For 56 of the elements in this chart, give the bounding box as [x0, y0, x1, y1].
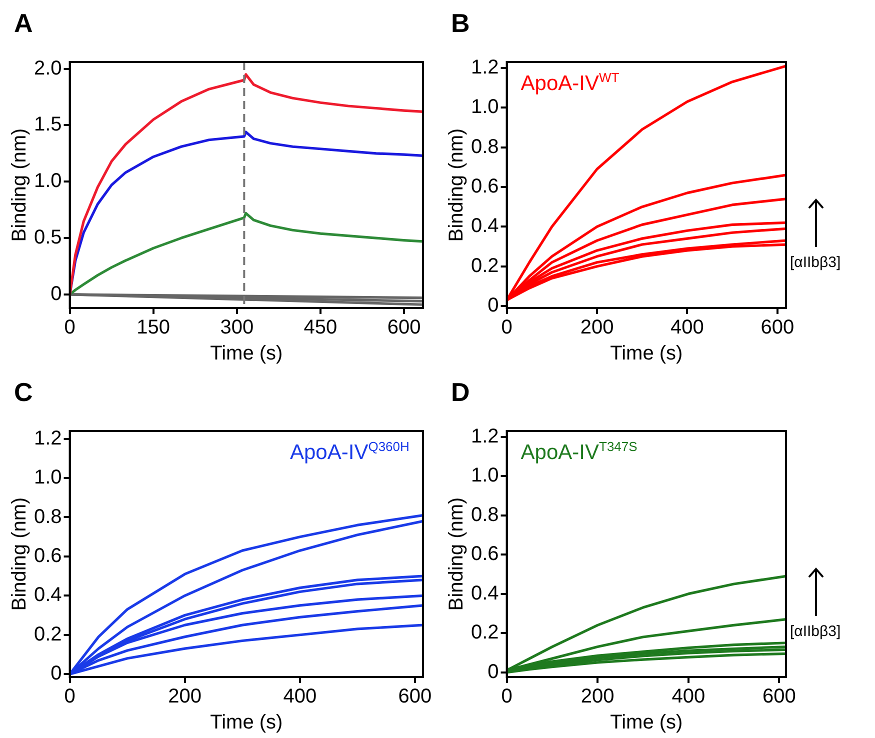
y-tick-label: 1.5 — [34, 114, 62, 136]
y-tick-label: 1.2 — [34, 427, 62, 450]
y-tick-label: 0.5 — [34, 226, 62, 249]
x-axis-title: Time (s) — [610, 712, 683, 734]
y-axis-title: Binding (nm) — [8, 497, 31, 611]
chart-title: C — [14, 377, 33, 408]
annotation: ApoA-IV$^{Q360H}$ — [290, 439, 410, 465]
y-tick-label: 0.2 — [34, 623, 62, 646]
y-tick-label: 0.8 — [470, 504, 499, 526]
x-tick-label: 150 — [136, 316, 170, 339]
chart-title: D — [451, 377, 470, 408]
y-tick-label: 0.6 — [34, 544, 62, 567]
x-tick-label: 400 — [670, 316, 704, 339]
x-axis-title: Time (s) — [210, 342, 283, 365]
y-axis-title: Binding (nm) — [8, 128, 31, 242]
y-tick-label: 0.2 — [470, 254, 499, 277]
text: [αIIbβ3] — [790, 254, 841, 271]
y-tick-label: 0.2 — [470, 622, 499, 644]
x-tick-label: 450 — [304, 316, 338, 339]
x-tick-label: 400 — [283, 686, 317, 708]
y-axis-title: Binding (nm) — [446, 497, 468, 611]
y-tick-label: 0.8 — [470, 136, 499, 158]
chart-title: A — [14, 8, 33, 39]
x-tick-label: 400 — [672, 686, 706, 708]
x-tick-label: 600 — [762, 686, 796, 708]
annotation: ApoA-IV$^{T347S}$ — [520, 439, 638, 465]
y-tick-label: 1.0 — [470, 464, 499, 487]
y-tick-label: 0 — [488, 660, 499, 683]
y-tick-label: 0.4 — [470, 215, 499, 238]
x-tick-label: 600 — [387, 316, 421, 339]
x-axis-title: Time (s) — [210, 712, 283, 734]
y-tick-label: 0.4 — [470, 582, 499, 604]
y-tick-label: 1.0 — [34, 170, 62, 192]
y-tick-label: 0.6 — [470, 543, 499, 566]
y-tick-label: 0 — [488, 294, 499, 317]
y-tick-label: 2.0 — [34, 57, 62, 80]
x-tick-label: 600 — [760, 316, 794, 339]
chart-title: B — [451, 8, 470, 39]
x-tick-label: 200 — [168, 686, 202, 708]
x-tick-label: 200 — [580, 686, 614, 708]
x-axis-title: Time (s) — [610, 342, 683, 365]
x-tick-label: 200 — [580, 316, 614, 339]
y-tick-label: 0.6 — [470, 176, 499, 198]
text: [αIIbβ3] — [790, 622, 841, 640]
y-axis-title: Binding (nm) — [446, 128, 468, 242]
x-tick-label: 300 — [220, 316, 254, 339]
y-tick-label: 0.8 — [34, 506, 62, 528]
x-tick-label: 600 — [398, 686, 432, 708]
y-tick-label: 1.0 — [34, 466, 62, 489]
y-tick-label: 0 — [50, 662, 62, 685]
y-tick-label: 0 — [50, 282, 62, 305]
y-tick-label: 1.0 — [470, 96, 499, 118]
y-tick-label: 1.2 — [470, 56, 499, 78]
annotation: ApoA-IV$^{WT}$ — [520, 70, 620, 96]
y-tick-label: 1.2 — [470, 425, 499, 448]
y-tick-label: 0.4 — [34, 584, 62, 606]
